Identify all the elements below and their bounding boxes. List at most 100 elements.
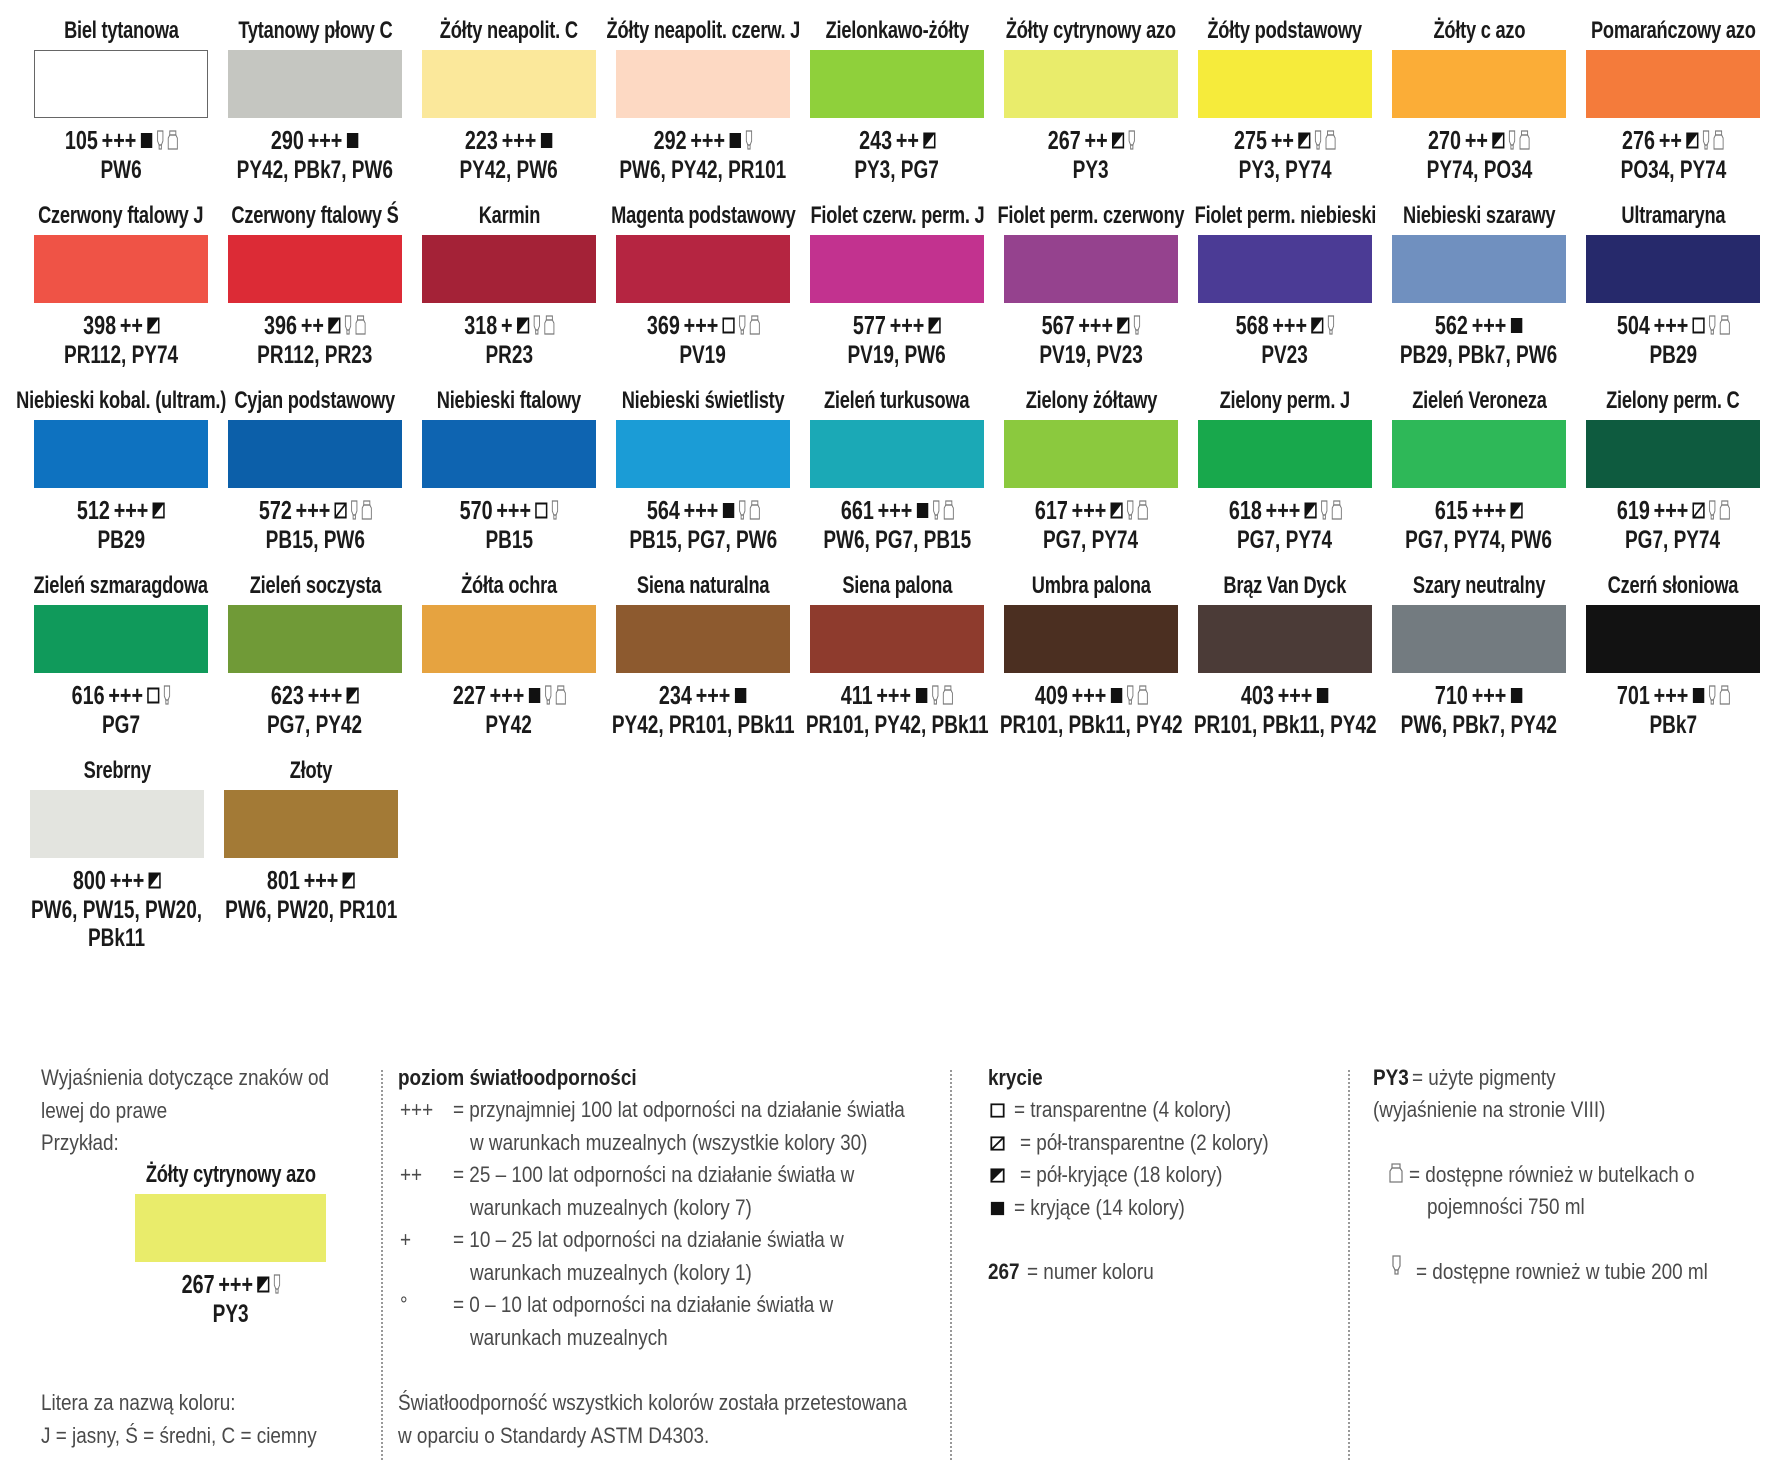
color-number: 661: [840, 494, 874, 525]
color-name: Pomarańczowy azo: [1590, 17, 1756, 44]
color-swatch: [1392, 50, 1566, 118]
color-card: Fiolet czerw. perm. J 577 +++ PV19, PW6: [810, 201, 984, 369]
color-swatch: [1392, 420, 1566, 488]
pigments: PB15, PW6: [265, 526, 365, 554]
color-info: 223 +++: [465, 125, 553, 156]
color-info: 369 +++: [646, 309, 760, 341]
lightfastness: +++: [1265, 494, 1300, 525]
pigments-row: PY3, PY74: [1198, 156, 1372, 184]
pigments: PW6, PW20, PR101: [224, 896, 398, 924]
color-info-row: 227 +++: [422, 679, 596, 711]
color-name: Fiolet perm. niebieski: [1194, 202, 1376, 229]
color-swatch: [422, 420, 596, 488]
lightfastness: ++: [119, 309, 143, 340]
pigments: PR101, PBk11, PY42: [999, 711, 1183, 739]
color-card: Ultramaryna 504 +++ PB29: [1586, 201, 1760, 369]
opacity-symbol: [922, 132, 935, 148]
bottle-icon: [361, 500, 372, 520]
opacity-symbol: [990, 1135, 1005, 1151]
opacity-text: = pół-transparentne (2 kolory): [1020, 1129, 1269, 1155]
lightfastness-text: = przynajmniej 100 lat odporności na dzi…: [453, 1097, 905, 1122]
pigments: PB29: [1649, 341, 1697, 369]
opacity-symbol: [1111, 132, 1124, 148]
color-name: Żółty neapolit. C: [440, 17, 579, 44]
color-info: 618 +++: [1228, 494, 1342, 526]
color-name-row: Fiolet perm. czerwony: [998, 201, 1185, 231]
lightfastness-symbol: °: [400, 1292, 408, 1317]
lightfastness-symbol: ++: [400, 1162, 423, 1187]
color-card: Żółta ochra 227 +++ PY42: [422, 571, 596, 739]
opacity-symbol: [1117, 317, 1130, 333]
color-info: 504 +++: [1616, 310, 1730, 341]
pigments-row: PG7, PY74: [1586, 526, 1760, 554]
opacity-text: = kryjące (14 kolory): [1014, 1194, 1185, 1220]
color-swatch: [1392, 605, 1566, 673]
lightfastness: +: [500, 309, 513, 340]
color-info: 623 +++: [271, 680, 359, 711]
color-number: 618: [1228, 494, 1262, 525]
color-info-row: 568 +++: [1198, 309, 1372, 341]
lightfastness: +++: [1471, 309, 1507, 340]
color-name-row: Ultramaryna: [1586, 201, 1760, 231]
color-name-row: Fiolet perm. niebieski: [1194, 201, 1376, 231]
opacity-symbol: [540, 132, 553, 148]
color-swatch: [135, 1194, 326, 1262]
color-swatch: [34, 50, 208, 118]
lightfastness: +++: [683, 309, 718, 340]
color-swatch: [1198, 605, 1372, 673]
color-name-row: Umbra palona: [1004, 571, 1178, 601]
lightfastness: ++: [1270, 124, 1295, 155]
color-info-row: 562 +++: [1392, 309, 1566, 341]
tube-icon: [1708, 500, 1715, 520]
color-swatch: [422, 235, 596, 303]
lightfastness-symbol: +: [400, 1227, 412, 1252]
pigments-row: PR112, PR23: [228, 341, 402, 369]
lightfastness: +++: [1471, 679, 1507, 710]
pigments: PB29, PBk7, PW6: [1400, 341, 1558, 369]
pigments: PR23: [485, 341, 533, 369]
pigments: PO34, PY74: [1620, 156, 1726, 184]
color-card: Siena palona 411 +++ PR101, PY42, PBk11: [806, 571, 989, 739]
color-swatch: [228, 235, 402, 303]
opacity-symbol: [146, 317, 159, 333]
color-name-row: Żółty c azo: [1392, 16, 1566, 46]
tube-icon: [1133, 315, 1141, 335]
pigments-row: PR112, PY74: [34, 341, 208, 369]
color-swatch: [34, 420, 208, 488]
pigments-row: PO34, PY74: [1586, 156, 1760, 184]
pigments-row: PBk11: [30, 924, 204, 952]
bottle-text: pojemności 750 ml: [1427, 1194, 1585, 1219]
color-info: 234 +++: [659, 680, 747, 711]
tube-icon: [1702, 130, 1710, 150]
color-info-row: 267 ++: [1004, 124, 1178, 156]
color-swatch: [810, 50, 984, 118]
lightfastness: +++: [307, 679, 343, 710]
color-info-row: 616 +++: [34, 679, 208, 711]
tube-text: = dostępne rownież w tubie 200 ml: [1416, 1259, 1708, 1284]
pigments-row: PW6, PW20, PR101: [224, 896, 398, 924]
color-name: Fiolet perm. czerwony: [997, 202, 1185, 229]
opacity-symbol: [1110, 687, 1122, 703]
pigment-note: (wyjaśnienie na stronie VIII): [1373, 1097, 1606, 1122]
pigments-row: PY3, PG7: [810, 156, 984, 184]
color-info-row: 403 +++: [1198, 679, 1372, 711]
color-name-row: Złoty: [224, 756, 398, 786]
lightfastness-text: w warunkach muzealnych (wszystkie kolory…: [470, 1129, 868, 1155]
bottle-icon: [942, 685, 953, 705]
color-info-row: 398 ++: [34, 309, 208, 341]
pigments: PY42, PR101, PBk11: [611, 711, 795, 739]
opacity-symbol: [147, 687, 160, 703]
pigments-row: PW6, PW15, PW20,: [30, 896, 204, 924]
pigments: PW6, PBk7, PY42: [1400, 711, 1558, 739]
pigments: PY3: [212, 1300, 249, 1328]
color-number: 234: [658, 679, 692, 710]
opacity-symbol: [916, 502, 928, 518]
bottle-icon: [749, 500, 760, 520]
tube-icon: [156, 130, 163, 150]
color-name: Fiolet czerw. perm. J: [810, 202, 984, 229]
color-swatch: [616, 235, 790, 303]
color-name: Zieleń soczysta: [249, 572, 381, 599]
lightfastness: +++: [1653, 494, 1688, 525]
color-name: Czerń słoniowa: [1607, 572, 1739, 599]
lightfastness: +++: [489, 679, 524, 710]
